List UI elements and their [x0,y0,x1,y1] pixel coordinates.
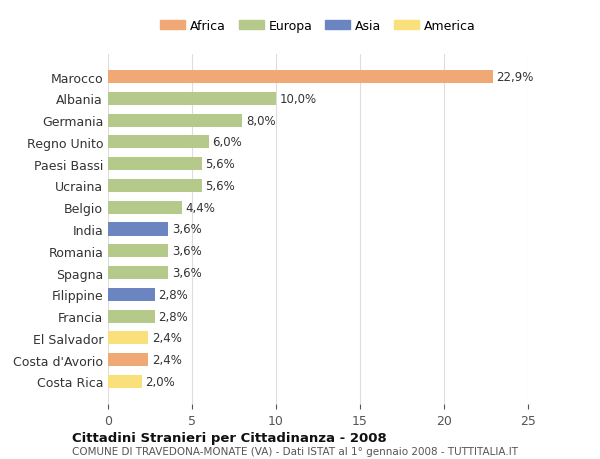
Text: 3,6%: 3,6% [172,245,202,257]
Bar [108,353,148,366]
Text: 2,4%: 2,4% [152,353,182,366]
Text: 2,0%: 2,0% [145,375,175,388]
Bar [108,136,209,149]
Bar [108,245,169,258]
Text: 8,0%: 8,0% [246,114,275,128]
Bar [108,375,142,388]
Bar [108,310,155,323]
Bar [108,201,182,214]
Text: 2,8%: 2,8% [158,288,188,301]
Text: Cittadini Stranieri per Cittadinanza - 2008: Cittadini Stranieri per Cittadinanza - 2… [72,431,387,444]
Bar [108,288,155,301]
Legend: Africa, Europa, Asia, America: Africa, Europa, Asia, America [157,16,479,36]
Text: COMUNE DI TRAVEDONA-MONATE (VA) - Dati ISTAT al 1° gennaio 2008 - TUTTITALIA.IT: COMUNE DI TRAVEDONA-MONATE (VA) - Dati I… [72,447,518,456]
Bar [108,158,202,171]
Bar [108,179,202,193]
Text: 6,0%: 6,0% [212,136,242,149]
Text: 3,6%: 3,6% [172,267,202,280]
Text: 4,4%: 4,4% [185,202,215,214]
Text: 5,6%: 5,6% [205,179,235,192]
Bar [108,114,242,128]
Text: 3,6%: 3,6% [172,223,202,236]
Text: 5,6%: 5,6% [205,158,235,171]
Text: 10,0%: 10,0% [280,93,316,106]
Bar [108,93,276,106]
Text: 2,4%: 2,4% [152,331,182,345]
Bar [108,71,493,84]
Bar [108,266,169,280]
Text: 22,9%: 22,9% [496,71,533,84]
Text: 2,8%: 2,8% [158,310,188,323]
Bar [108,331,148,345]
Bar [108,223,169,236]
